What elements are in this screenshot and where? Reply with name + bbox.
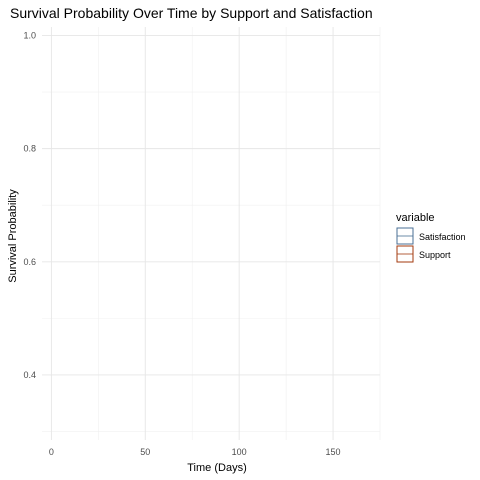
x-axis-title: Time (Days) bbox=[187, 462, 246, 474]
y-tick-label: 1.0 bbox=[23, 30, 36, 40]
x-axis-ticks: 0 50 100 150 bbox=[49, 447, 341, 457]
chart-title: Survival Probability Over Time by Suppor… bbox=[10, 5, 373, 21]
y-tick-label: 0.8 bbox=[23, 144, 36, 154]
y-axis-ticks: 0.4 0.6 0.8 1.0 bbox=[23, 30, 36, 379]
legend-item-satisfaction: Satisfaction bbox=[397, 228, 466, 244]
legend-title: variable bbox=[396, 212, 435, 224]
y-axis-title: Survival Probability bbox=[7, 189, 19, 283]
grid bbox=[42, 27, 380, 440]
x-tick-label: 150 bbox=[326, 447, 341, 457]
legend-label-support: Support bbox=[419, 250, 451, 260]
legend-label-satisfaction: Satisfaction bbox=[419, 232, 466, 242]
x-tick-label: 50 bbox=[140, 447, 150, 457]
legend-item-support: Support bbox=[397, 246, 451, 262]
y-tick-label: 0.4 bbox=[23, 370, 36, 380]
y-tick-label: 0.6 bbox=[23, 257, 36, 267]
x-tick-label: 100 bbox=[232, 447, 247, 457]
legend: variable Satisfaction Support bbox=[396, 212, 466, 262]
x-tick-label: 0 bbox=[49, 447, 54, 457]
